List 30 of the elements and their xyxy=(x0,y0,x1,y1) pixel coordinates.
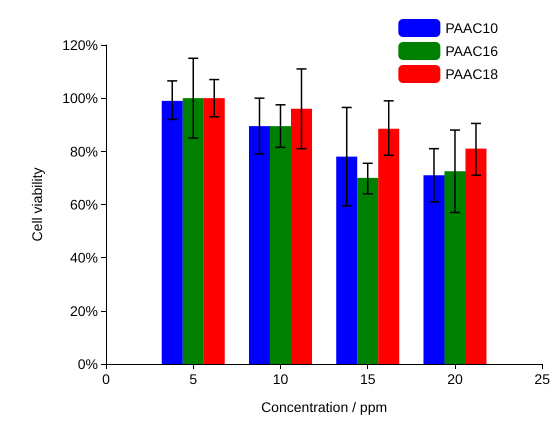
bar xyxy=(444,171,466,364)
x-tick-label: 10 xyxy=(272,371,288,387)
bar xyxy=(270,126,291,364)
y-tick-label: 40% xyxy=(70,250,98,266)
bar xyxy=(182,98,204,364)
y-tick-label: 60% xyxy=(70,196,98,212)
y-tick-label: 120% xyxy=(62,37,98,53)
x-tick-label: 20 xyxy=(447,371,463,387)
bar xyxy=(378,128,400,364)
y-tick-label: 100% xyxy=(62,90,98,106)
y-tick-label: 0% xyxy=(78,356,98,372)
bar xyxy=(162,100,183,364)
bar xyxy=(465,148,486,364)
x-axis-title: Concentration / ppm xyxy=(261,399,388,415)
legend-label: PAAC18 xyxy=(445,66,498,82)
y-tick-label: 80% xyxy=(70,143,98,160)
y-tick-label: 20% xyxy=(70,302,98,319)
x-tick-label: 15 xyxy=(360,371,376,387)
x-tick-label: 0 xyxy=(102,371,110,387)
bar xyxy=(357,178,378,364)
bar xyxy=(336,156,358,364)
bar xyxy=(290,108,312,364)
y-axis-title: Cell viability xyxy=(29,168,45,242)
x-tick-label: 5 xyxy=(189,371,198,387)
bar xyxy=(248,126,270,364)
x-tick-label: 25 xyxy=(534,371,550,387)
legend-label: PAAC16 xyxy=(445,43,498,59)
bar xyxy=(204,98,225,364)
bar xyxy=(423,175,444,364)
legend-label: PAAC10 xyxy=(445,20,498,36)
